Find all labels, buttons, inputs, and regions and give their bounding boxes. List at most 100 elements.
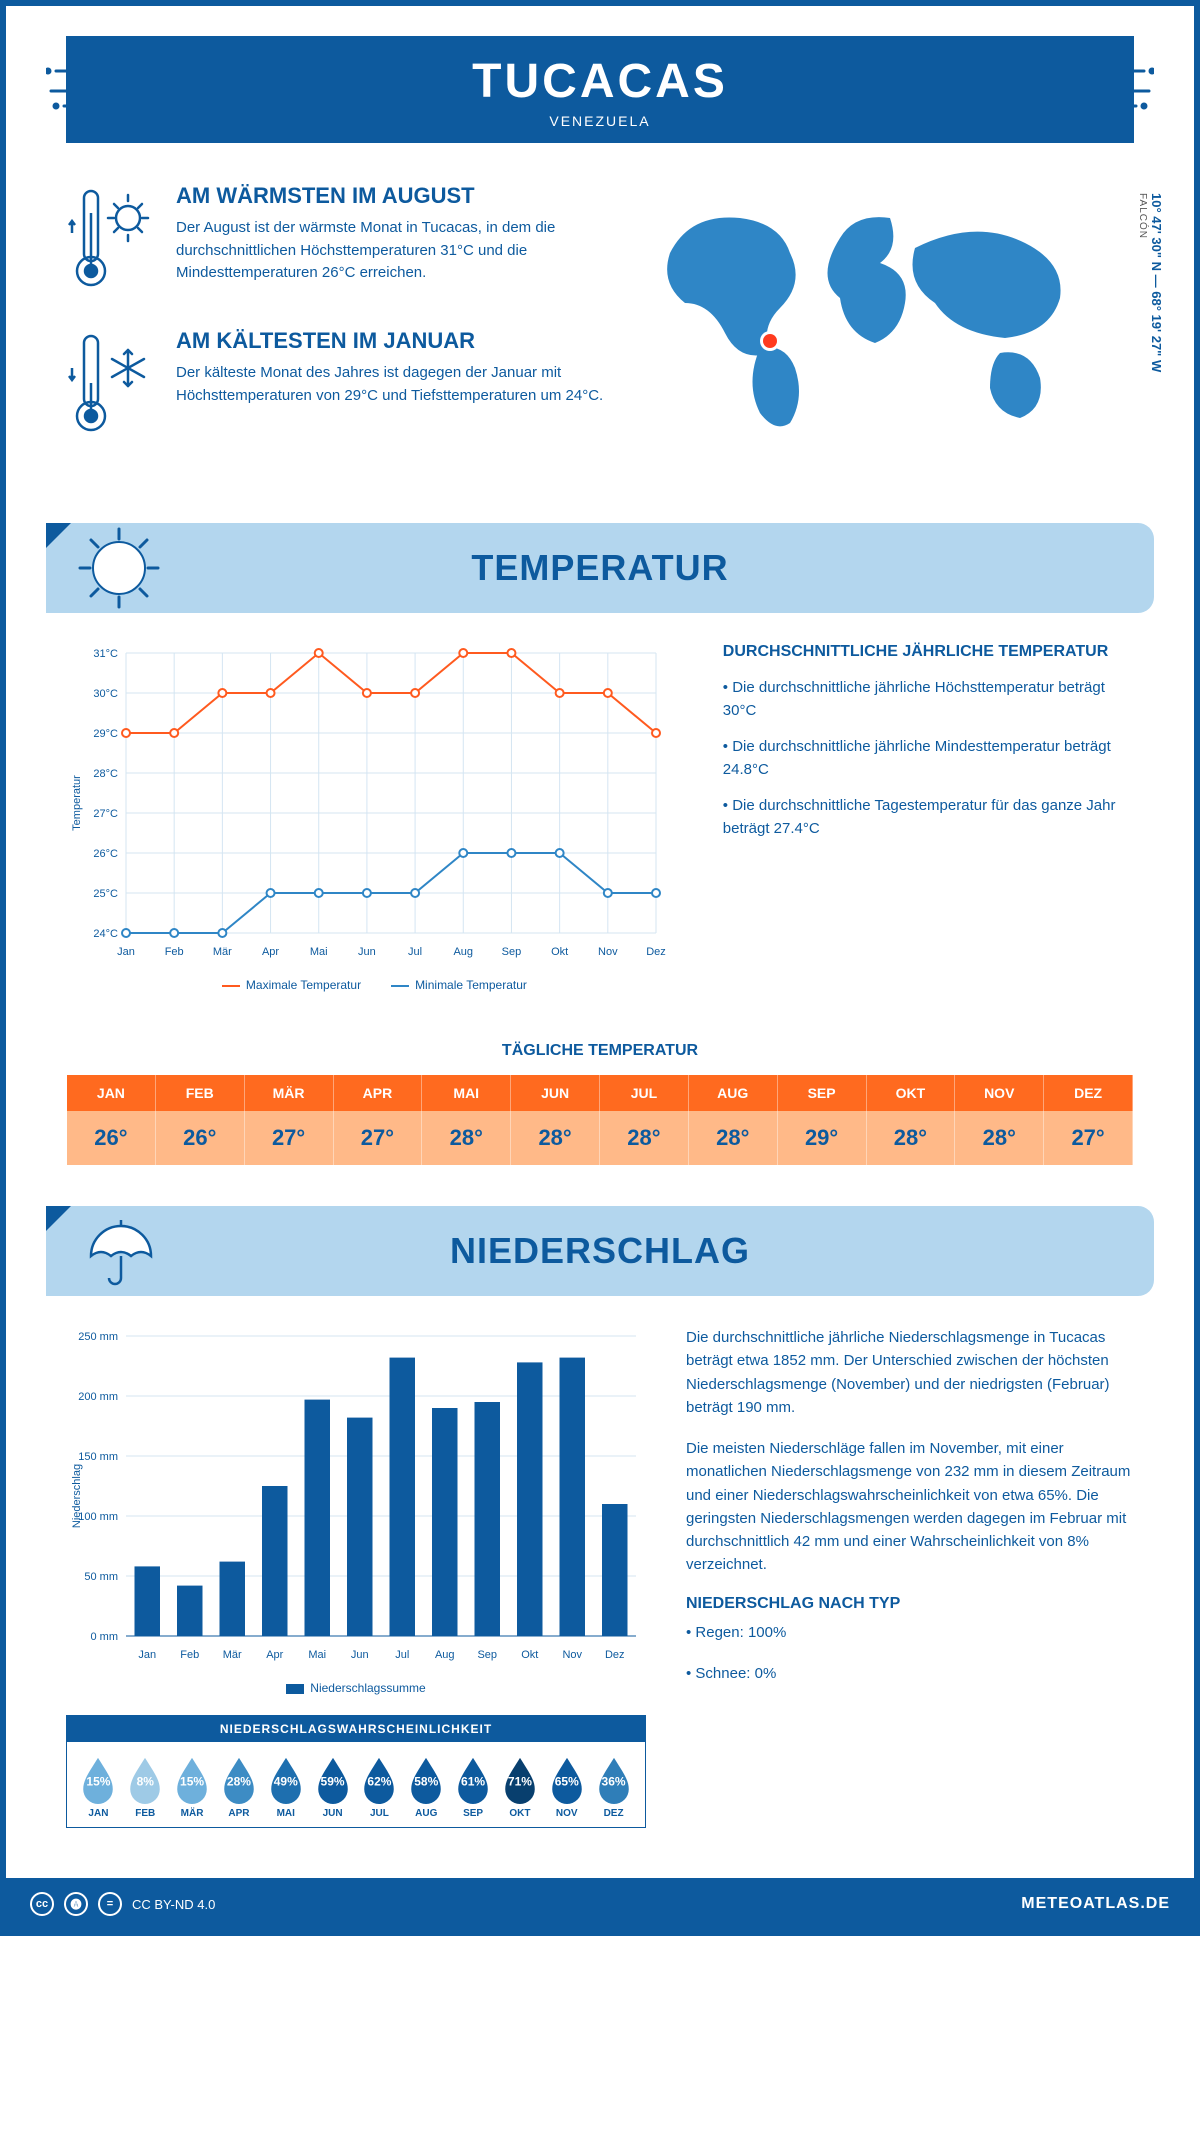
- probability-drop: 36%DEZ: [590, 1756, 637, 1819]
- daily-temp-value: 26°: [67, 1111, 156, 1165]
- probability-drop: 28%APR: [215, 1756, 262, 1819]
- daily-month-header: JUL: [600, 1075, 689, 1111]
- footer: cc 🅐 = CC BY-ND 4.0 METEOATLAS.DE: [6, 1878, 1194, 1930]
- svg-text:31°C: 31°C: [93, 648, 118, 660]
- daily-temp-value: 27°: [245, 1111, 334, 1165]
- daily-temp-value: 28°: [511, 1111, 600, 1165]
- coldest-text: Der kälteste Monat des Jahres ist dagege…: [176, 362, 610, 407]
- map-column: FALCÓN 10° 47' 30" N — 68° 19' 27" W: [640, 183, 1134, 473]
- svg-text:Apr: Apr: [262, 946, 279, 958]
- precip-chart-column: 0 mm50 mm100 mm150 mm200 mm250 mmNieders…: [66, 1326, 646, 1828]
- daily-temp-value: 26°: [156, 1111, 245, 1165]
- probability-drop: 71%OKT: [496, 1756, 543, 1819]
- temp-bullet: • Die durchschnittliche jährliche Höchst…: [723, 677, 1134, 722]
- svg-text:25°C: 25°C: [93, 888, 118, 900]
- page-title: TUCACAS: [66, 54, 1134, 109]
- svg-text:Niederschlag: Niederschlag: [71, 1464, 83, 1528]
- svg-text:Mai: Mai: [308, 1649, 326, 1661]
- precip-legend: Niederschlagssumme: [66, 1681, 646, 1695]
- region-label: FALCÓN: [1137, 193, 1148, 239]
- daily-temp-table: JANFEBMÄRAPRMAIJUNJULAUGSEPOKTNOVDEZ26°2…: [66, 1074, 1134, 1166]
- svg-text:Jun: Jun: [351, 1649, 369, 1661]
- umbrella-icon: [76, 1208, 162, 1299]
- precip-banner: NIEDERSCHLAG: [46, 1206, 1154, 1296]
- warmest-title: AM WÄRMSTEN IM AUGUST: [176, 183, 610, 209]
- daily-temp-value: 28°: [422, 1111, 511, 1165]
- svg-text:Mai: Mai: [310, 946, 328, 958]
- legend-min-label: Minimale Temperatur: [415, 978, 527, 992]
- precip-probability-box: NIEDERSCHLAGSWAHRSCHEINLICHKEIT 15%JAN8%…: [66, 1715, 646, 1828]
- probability-drop: 59%JUN: [309, 1756, 356, 1819]
- svg-text:Okt: Okt: [551, 946, 568, 958]
- daily-temp-value: 28°: [689, 1111, 778, 1165]
- temperature-title: TEMPERATUR: [471, 547, 728, 589]
- svg-text:29°C: 29°C: [93, 728, 118, 740]
- svg-text:Nov: Nov: [562, 1649, 582, 1661]
- svg-text:Jan: Jan: [138, 1649, 156, 1661]
- nd-icon: =: [98, 1892, 122, 1916]
- svg-text:Jun: Jun: [358, 946, 376, 958]
- thermometer-sun-icon: [66, 183, 156, 298]
- daily-month-header: JAN: [67, 1075, 156, 1111]
- precip-legend-label: Niederschlagssumme: [310, 1681, 425, 1695]
- precip-text: Die meisten Niederschläge fallen im Nove…: [686, 1437, 1134, 1577]
- by-icon: 🅐: [64, 1892, 88, 1916]
- svg-text:0 mm: 0 mm: [91, 1631, 119, 1643]
- svg-text:Dez: Dez: [646, 946, 666, 958]
- site-name: METEOATLAS.DE: [1021, 1895, 1170, 1913]
- daily-temp-value: 27°: [334, 1111, 423, 1165]
- daily-month-header: FEB: [156, 1075, 245, 1111]
- svg-text:200 mm: 200 mm: [78, 1391, 118, 1403]
- probability-drop: 65%NOV: [543, 1756, 590, 1819]
- precip-chart: 0 mm50 mm100 mm150 mm200 mm250 mmNieders…: [66, 1326, 646, 1666]
- svg-text:27°C: 27°C: [93, 808, 118, 820]
- coordinates: 10° 47' 30" N — 68° 19' 27" W: [1149, 193, 1164, 372]
- thermometer-snow-icon: [66, 328, 156, 443]
- svg-text:150 mm: 150 mm: [78, 1451, 118, 1463]
- svg-text:30°C: 30°C: [93, 688, 118, 700]
- svg-text:Jul: Jul: [408, 946, 422, 958]
- precip-text: Die durchschnittliche jährliche Niedersc…: [686, 1326, 1134, 1419]
- svg-text:Feb: Feb: [180, 1649, 199, 1661]
- temperature-legend: Maximale Temperatur Minimale Temperatur: [66, 978, 683, 992]
- daily-temp-value: 27°: [1044, 1111, 1133, 1165]
- coldest-fact: AM KÄLTESTEN IM JANUAR Der kälteste Mona…: [66, 328, 610, 443]
- daily-month-header: AUG: [689, 1075, 778, 1111]
- temp-side-title: DURCHSCHNITTLICHE JÄHRLICHE TEMPERATUR: [723, 643, 1134, 661]
- svg-text:Sep: Sep: [477, 1649, 497, 1661]
- license-text: CC BY-ND 4.0: [132, 1897, 215, 1912]
- svg-text:Feb: Feb: [165, 946, 184, 958]
- precip-title: NIEDERSCHLAG: [450, 1230, 750, 1272]
- daily-temp-value: 28°: [867, 1111, 956, 1165]
- svg-text:Jan: Jan: [117, 946, 135, 958]
- header-banner: TUCACAS VENEZUELA: [66, 36, 1134, 143]
- temperature-chart: 24°C25°C26°C27°C28°C29°C30°C31°CJanFebMä…: [66, 643, 683, 992]
- svg-text:Apr: Apr: [266, 1649, 283, 1661]
- daily-temp-value: 28°: [600, 1111, 689, 1165]
- daily-temp-title: TÄGLICHE TEMPERATUR: [6, 1042, 1194, 1060]
- probability-drop: 8%FEB: [122, 1756, 169, 1819]
- svg-text:Aug: Aug: [453, 946, 473, 958]
- probability-drop: 62%JUL: [356, 1756, 403, 1819]
- svg-text:Nov: Nov: [598, 946, 618, 958]
- probability-drop: 58%AUG: [403, 1756, 450, 1819]
- precip-type: • Schnee: 0%: [686, 1662, 1134, 1685]
- page-subtitle: VENEZUELA: [66, 113, 1134, 129]
- warmest-fact: AM WÄRMSTEN IM AUGUST Der August ist der…: [66, 183, 610, 298]
- daily-temp-value: 29°: [778, 1111, 867, 1165]
- daily-month-header: SEP: [778, 1075, 867, 1111]
- intro-section: AM WÄRMSTEN IM AUGUST Der August ist der…: [6, 183, 1194, 503]
- daily-temp-value: 28°: [955, 1111, 1044, 1165]
- daily-month-header: MÄR: [245, 1075, 334, 1111]
- svg-text:Mär: Mär: [223, 1649, 242, 1661]
- page: TUCACAS VENEZUELA AM WÄRMSTEN IM AUGUST …: [0, 0, 1200, 1936]
- facts-column: AM WÄRMSTEN IM AUGUST Der August ist der…: [66, 183, 610, 473]
- probability-drop: 15%MÄR: [169, 1756, 216, 1819]
- svg-text:28°C: 28°C: [93, 768, 118, 780]
- legend-max-label: Maximale Temperatur: [246, 978, 361, 992]
- svg-text:250 mm: 250 mm: [78, 1331, 118, 1343]
- probability-title: NIEDERSCHLAGSWAHRSCHEINLICHKEIT: [67, 1716, 645, 1742]
- temperature-banner: TEMPERATUR: [46, 523, 1154, 613]
- coldest-title: AM KÄLTESTEN IM JANUAR: [176, 328, 610, 354]
- daily-month-header: JUN: [511, 1075, 600, 1111]
